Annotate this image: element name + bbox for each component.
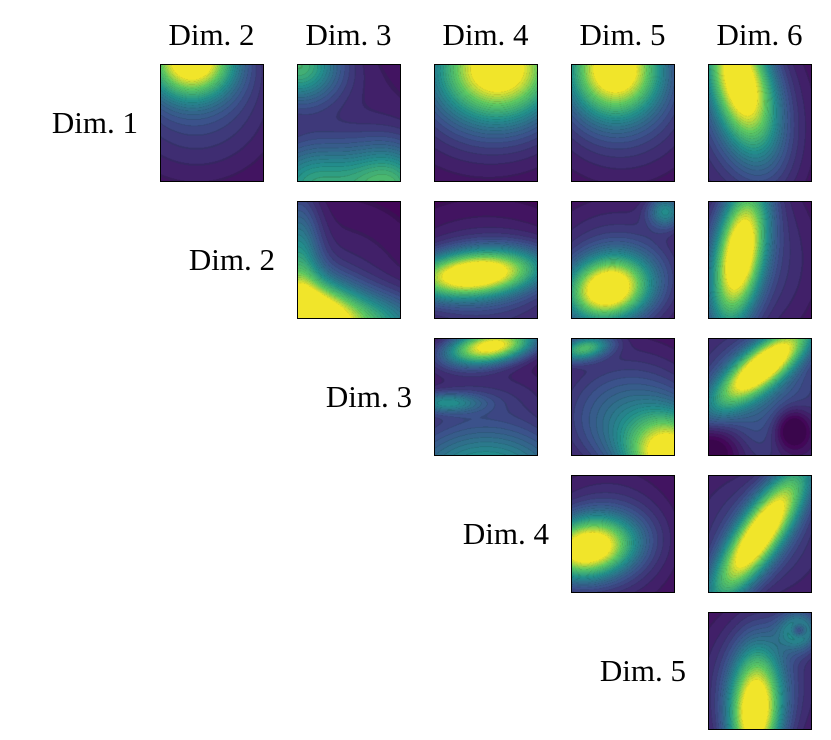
row-label: Dim. 3 xyxy=(325,379,412,414)
contour-plot-canvas xyxy=(570,337,675,456)
column-header: Dim. 4 xyxy=(442,17,529,52)
contour-plot-cell xyxy=(691,191,828,328)
contour-plot-canvas xyxy=(707,474,812,593)
contour-plot-cell xyxy=(143,54,280,191)
contour-plot-canvas xyxy=(707,337,812,456)
contour-plot-cell xyxy=(554,54,691,191)
contour-plot-canvas xyxy=(570,63,675,182)
contour-plot-canvas xyxy=(707,611,812,730)
contour-plot-canvas xyxy=(570,200,675,319)
contour-plot-cell xyxy=(280,54,417,191)
contour-plot-canvas xyxy=(433,337,538,456)
row-label: Dim. 4 xyxy=(462,516,549,551)
contour-plot-cell xyxy=(554,191,691,328)
row-label: Dim. 2 xyxy=(188,242,275,277)
pairwise-grid: Dim. 2 Dim. 3 Dim. 4 Dim. 5 Dim. 6 Dim. 1 Dim.… xyxy=(3,0,828,739)
contour-plot-canvas xyxy=(570,474,675,593)
contour-plot-cell xyxy=(417,54,554,191)
contour-plot-canvas xyxy=(433,200,538,319)
contour-plot-cell xyxy=(280,191,417,328)
contour-plot-cell xyxy=(691,328,828,465)
column-header: Dim. 5 xyxy=(579,17,666,52)
row-label: Dim. 5 xyxy=(599,653,686,688)
contour-plot-canvas xyxy=(433,63,538,182)
contour-plot-canvas xyxy=(296,200,401,319)
column-header: Dim. 6 xyxy=(716,17,803,52)
contour-plot-cell xyxy=(554,465,691,602)
contour-plot-cell xyxy=(554,328,691,465)
contour-plot-canvas xyxy=(707,200,812,319)
contour-plot-cell xyxy=(417,191,554,328)
contour-plot-cell xyxy=(691,54,828,191)
column-header: Dim. 3 xyxy=(305,17,392,52)
column-header: Dim. 2 xyxy=(168,17,255,52)
contour-plot-cell xyxy=(691,602,828,739)
contour-plot-canvas xyxy=(296,63,401,182)
contour-plot-canvas xyxy=(707,63,812,182)
row-label: Dim. 1 xyxy=(51,105,138,140)
contour-plot-cell xyxy=(691,465,828,602)
contour-plot-cell xyxy=(417,328,554,465)
contour-plot-canvas xyxy=(159,63,264,182)
